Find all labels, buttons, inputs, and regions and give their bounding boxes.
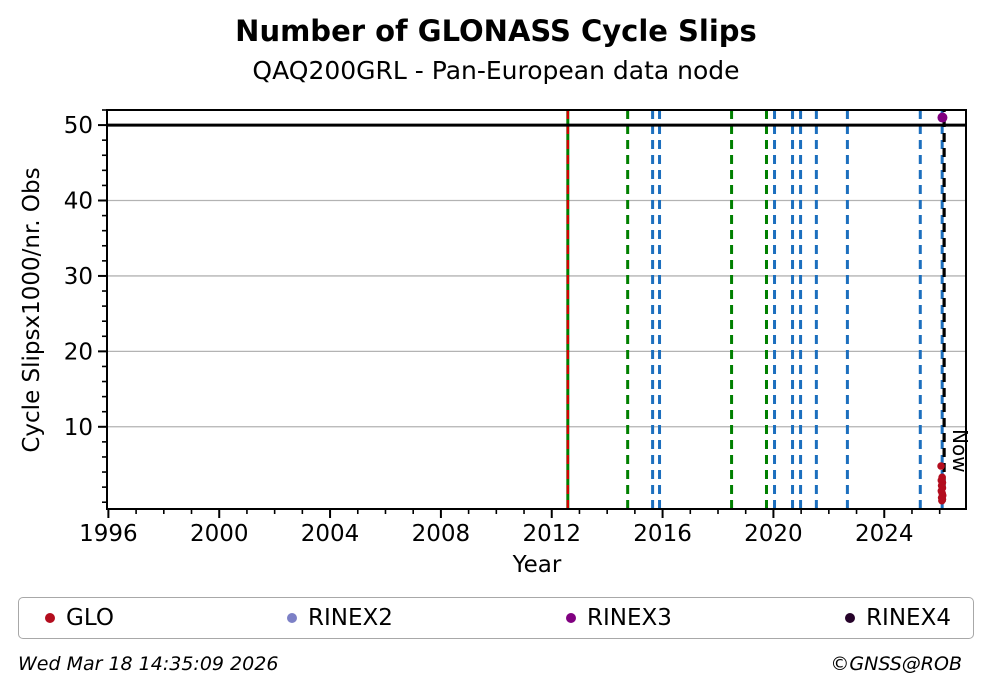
legend-label: RINEX3 xyxy=(587,605,672,631)
legend-item-rinex3: RINEX3 xyxy=(566,605,672,631)
x-tick-label: 2016 xyxy=(633,521,692,547)
data-point-glo xyxy=(938,496,946,505)
y-tick-label: 30 xyxy=(64,264,93,290)
data-point-glo xyxy=(937,462,945,470)
x-tick-label: 2020 xyxy=(744,521,803,547)
x-tick-label: 2000 xyxy=(190,521,249,547)
y-axis-label: Cycle Slipsx1000/nr. Obs xyxy=(19,167,45,453)
plot-border xyxy=(106,109,967,510)
legend-item-glo: GLO xyxy=(45,605,114,631)
y-tick-label: 40 xyxy=(64,189,93,215)
y-tick-label: 20 xyxy=(64,339,93,365)
legend-label: GLO xyxy=(66,605,114,631)
credit-text: ©GNSS@ROB xyxy=(830,653,962,675)
now-annotation: Now xyxy=(948,429,972,473)
chart-canvas: 1996 2000 2004 2008 2012 2016 2020 2024 10 20 30 40… xyxy=(64,109,967,547)
data-point-rinex3 xyxy=(937,112,948,123)
timestamp-text: Wed Mar 18 14:35:09 2026 xyxy=(18,653,279,675)
x-tick-label: 1996 xyxy=(79,521,138,547)
chart-subtitle: QAQ200GRL - Pan-European data node xyxy=(252,56,740,85)
x-tick-label: 2008 xyxy=(412,521,471,547)
legend-label: RINEX4 xyxy=(866,605,951,631)
x-axis-label: Year xyxy=(512,552,562,578)
legend-item-rinex4: RINEX4 xyxy=(845,605,951,631)
x-tick-label: 2024 xyxy=(855,521,914,547)
legend-item-rinex2: RINEX2 xyxy=(287,605,393,631)
y-tick-label: 50 xyxy=(64,113,93,139)
x-tick-label: 2004 xyxy=(301,521,360,547)
legend-marker-icon xyxy=(845,613,856,623)
y-tick-label: 10 xyxy=(64,415,93,441)
chart-title: Number of GLONASS Cycle Slips xyxy=(235,14,757,48)
legend-marker-icon xyxy=(566,613,577,623)
legend-marker-icon xyxy=(287,613,298,623)
legend-label: RINEX2 xyxy=(308,605,393,631)
legend-box: GLO RINEX2 RINEX3 RINEX4 xyxy=(18,597,974,639)
legend-marker-icon xyxy=(45,613,55,623)
x-tick-label: 2012 xyxy=(522,521,581,547)
